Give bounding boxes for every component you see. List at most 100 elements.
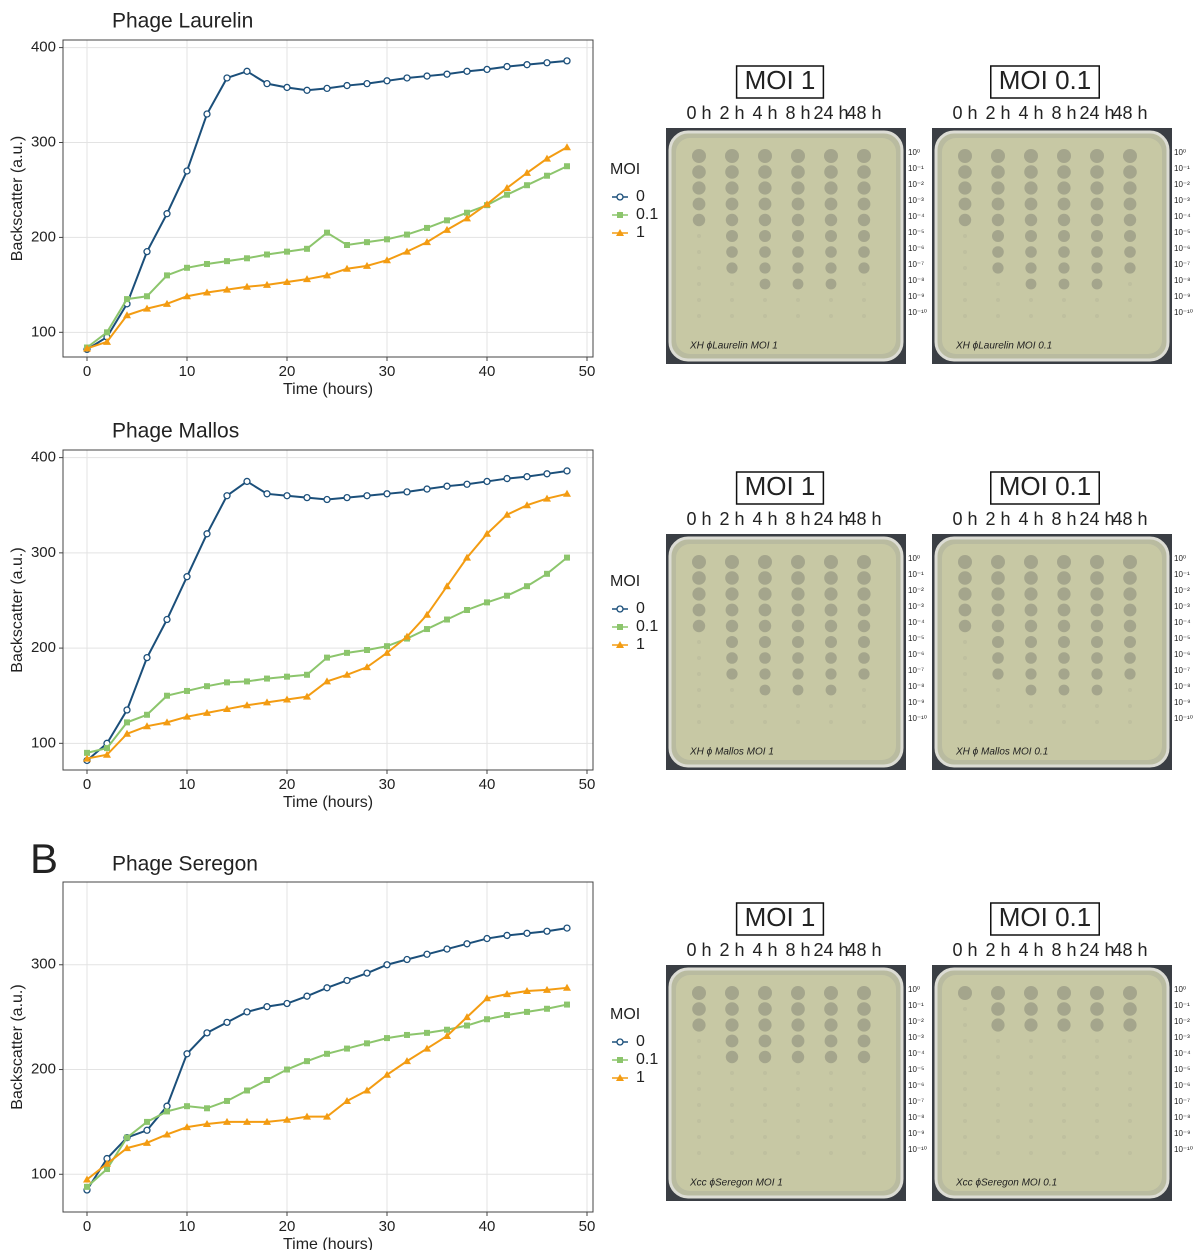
plot-border bbox=[62, 881, 594, 1213]
plaque-spot bbox=[992, 668, 1004, 680]
data-point bbox=[123, 706, 131, 714]
plaque-spot bbox=[1123, 213, 1137, 227]
time-label: 2 h bbox=[985, 940, 1010, 960]
dilution-label: 10⁻⁹ bbox=[1174, 1129, 1191, 1138]
x-tick-label: 0 bbox=[83, 363, 91, 380]
plaque-spot bbox=[963, 1135, 967, 1139]
plaque-spot bbox=[963, 298, 967, 302]
data-point bbox=[404, 231, 410, 238]
plaque-spot bbox=[862, 1119, 866, 1123]
plaque-spot bbox=[996, 1071, 1000, 1075]
plaque-spot bbox=[792, 684, 804, 696]
data-point bbox=[523, 986, 531, 994]
plaque-spot bbox=[862, 704, 866, 708]
plaque-spot bbox=[963, 1055, 967, 1059]
plaque-spot bbox=[1095, 1119, 1099, 1123]
time-label: 24 h bbox=[813, 103, 848, 123]
plaque-spot bbox=[991, 619, 1005, 633]
data-point bbox=[383, 1070, 391, 1078]
plaque-spot bbox=[824, 603, 838, 617]
plaque-spot bbox=[697, 1055, 701, 1059]
plaque-spot bbox=[1057, 213, 1071, 227]
plaque-spot bbox=[692, 1002, 706, 1016]
x-tick-label: 30 bbox=[379, 1218, 396, 1235]
data-point bbox=[523, 61, 531, 69]
data-point bbox=[263, 1117, 271, 1125]
dilution-label: 10⁻³ bbox=[908, 602, 924, 611]
plaque-spot bbox=[1062, 1119, 1066, 1123]
data-point bbox=[483, 529, 491, 537]
dilution-label: 10⁻¹⁰ bbox=[1174, 714, 1193, 723]
plaque-spot bbox=[1123, 1002, 1137, 1016]
plate-title: MOI 1 bbox=[745, 471, 816, 501]
plaque-spot bbox=[796, 1135, 800, 1139]
plaque-spot bbox=[726, 652, 738, 664]
plaque-spot bbox=[1123, 571, 1137, 585]
plaque-spot bbox=[726, 262, 738, 274]
data-point bbox=[483, 200, 491, 208]
plaque-spot bbox=[725, 213, 739, 227]
plaque-spot bbox=[1029, 720, 1033, 724]
plaque-spot bbox=[1095, 314, 1099, 318]
dilution-label: 10⁻⁹ bbox=[908, 698, 925, 707]
x-tick-label: 10 bbox=[179, 363, 196, 380]
data-point bbox=[163, 1130, 171, 1138]
plaque-spot bbox=[857, 1018, 871, 1032]
data-point bbox=[383, 77, 391, 85]
data-point bbox=[283, 492, 291, 500]
data-point bbox=[243, 701, 251, 709]
data-point bbox=[563, 489, 571, 497]
plaque-spot bbox=[824, 555, 838, 569]
plaque-spot bbox=[857, 165, 871, 179]
data-point bbox=[283, 83, 291, 92]
plate-title: MOI 1 bbox=[745, 65, 816, 95]
data-point bbox=[424, 626, 430, 633]
plate-title-box bbox=[735, 471, 825, 505]
plaque-spot bbox=[726, 230, 738, 242]
plaque-spot bbox=[692, 1018, 706, 1032]
plaque-spot bbox=[857, 571, 871, 585]
y-tick-label: 300 bbox=[31, 544, 56, 561]
plaque-spot bbox=[1024, 181, 1038, 195]
x-tick-label: 20 bbox=[279, 363, 296, 380]
data-point bbox=[523, 501, 531, 509]
data-point bbox=[303, 493, 311, 502]
plaque-spot bbox=[697, 640, 701, 644]
plaque-spot bbox=[1057, 149, 1071, 163]
plaque-spot bbox=[759, 652, 771, 664]
plaque-spot bbox=[857, 603, 871, 617]
plaque-spot bbox=[1123, 603, 1137, 617]
dilution-label: 10⁻⁶ bbox=[1174, 1081, 1190, 1090]
data-point bbox=[183, 1050, 191, 1058]
data-point bbox=[163, 615, 171, 624]
data-point bbox=[343, 81, 351, 90]
plaque-spot bbox=[992, 636, 1004, 648]
plaque-spot bbox=[1124, 246, 1136, 258]
plaque-spot bbox=[824, 149, 838, 163]
plaque-spot bbox=[1058, 246, 1070, 258]
legend-marker bbox=[616, 1038, 624, 1046]
y-tick-label: 300 bbox=[31, 956, 56, 973]
legend-label: 1 bbox=[636, 1069, 645, 1086]
dilution-label: 10⁻⁵ bbox=[908, 228, 924, 237]
plaque-spot bbox=[730, 704, 734, 708]
plaque-spot bbox=[1095, 1087, 1099, 1091]
plaque-spot bbox=[857, 197, 871, 211]
plaque-spot bbox=[996, 314, 1000, 318]
data-point bbox=[363, 492, 371, 500]
plaque-spot bbox=[1128, 298, 1132, 302]
legend-marker bbox=[617, 212, 623, 218]
plaque-spot bbox=[1128, 1119, 1132, 1123]
plaque-spot bbox=[697, 1103, 701, 1107]
plaque-spot bbox=[697, 672, 701, 676]
data-point bbox=[103, 337, 111, 345]
plaque-spot bbox=[857, 213, 871, 227]
x-tick-label: 40 bbox=[479, 363, 496, 380]
dilution-label: 10⁻³ bbox=[908, 196, 924, 205]
plaque-spot bbox=[1058, 636, 1070, 648]
dilution-label: 10⁻¹ bbox=[1174, 570, 1190, 579]
plaque-spot bbox=[697, 1071, 701, 1075]
plaque-spot bbox=[730, 1103, 734, 1107]
plaque-spot bbox=[763, 1119, 767, 1123]
time-label: 8 h bbox=[1051, 103, 1076, 123]
